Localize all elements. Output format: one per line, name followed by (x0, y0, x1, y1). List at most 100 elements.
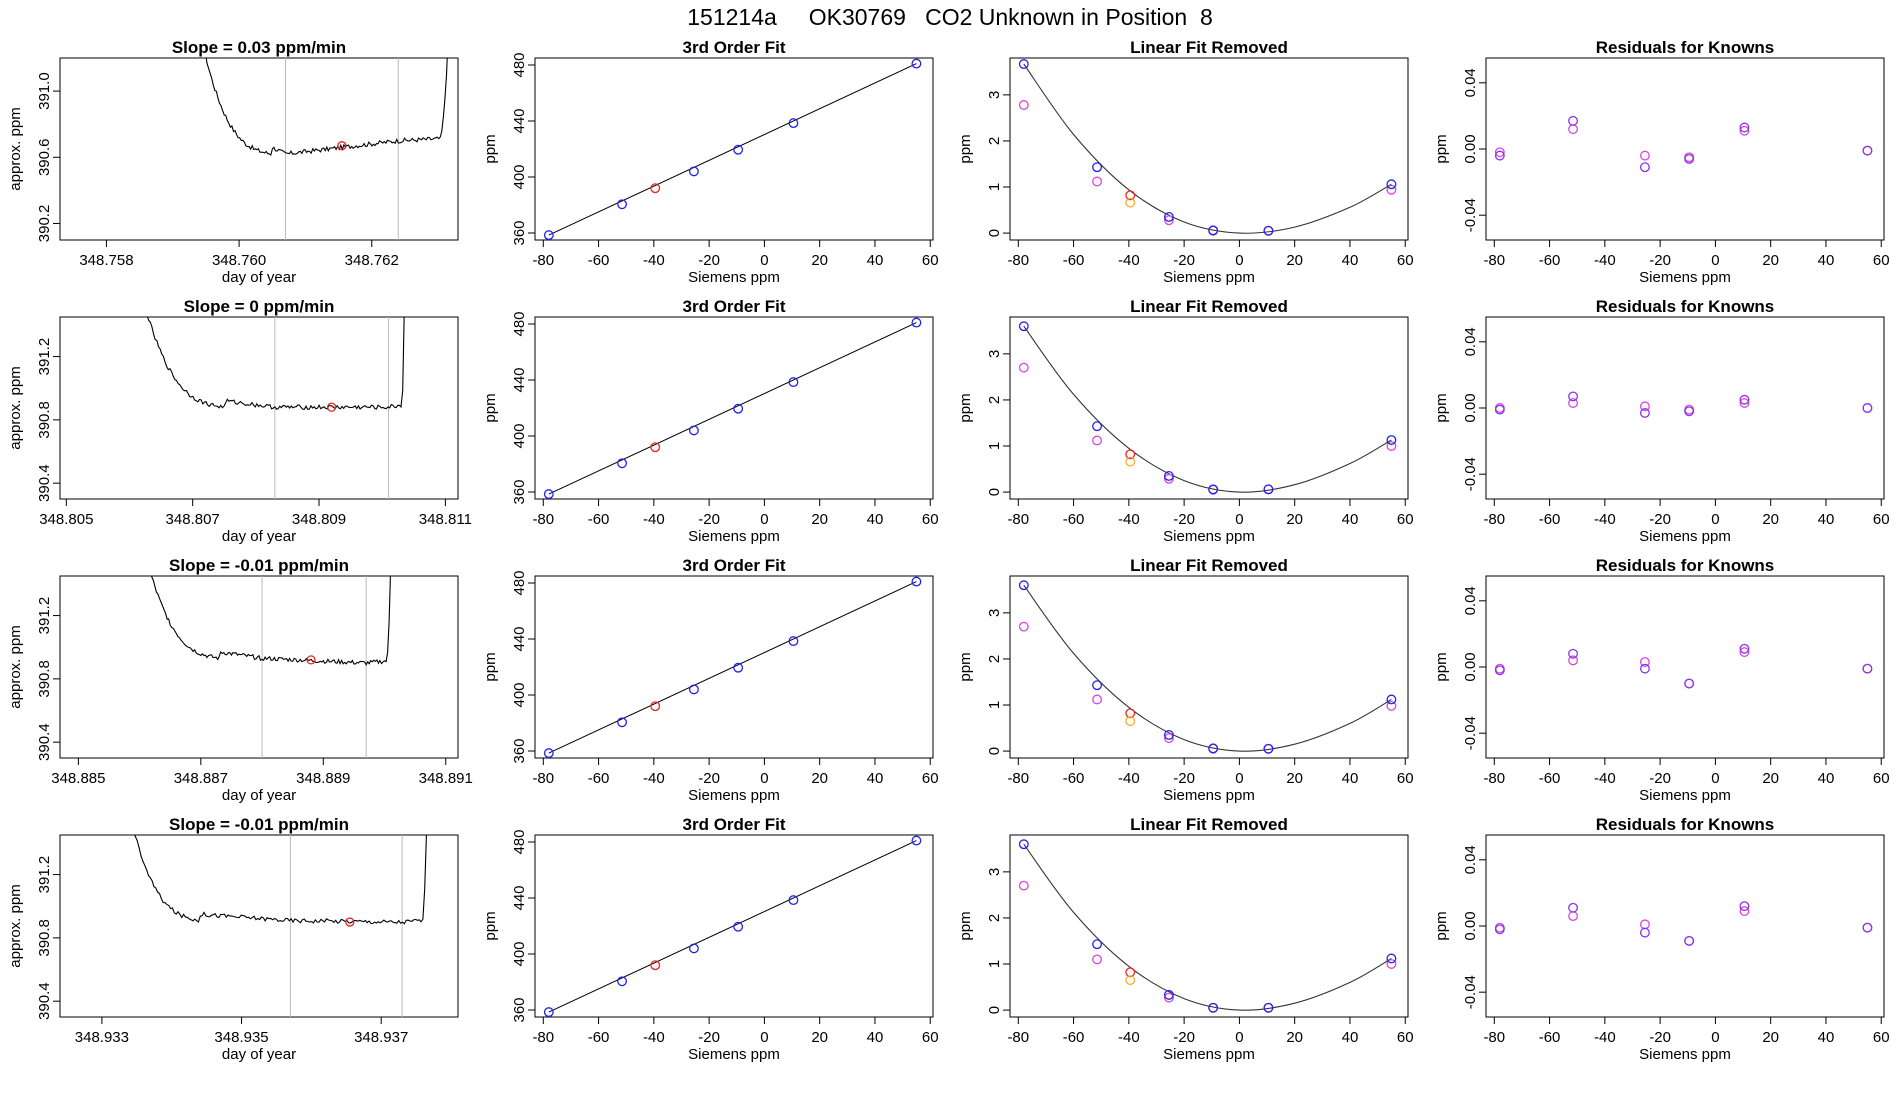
y-axis-label: ppm (957, 134, 974, 163)
known-point (1263, 225, 1274, 236)
x-axis-label: Siemens ppm (688, 528, 780, 545)
y-tick-label: 0.00 (1462, 652, 1479, 681)
standard-point (733, 662, 744, 673)
unknown-point (1125, 190, 1136, 201)
known-point (1494, 404, 1505, 415)
known-point (1208, 484, 1219, 495)
known-point (1208, 743, 1219, 754)
x-tick-label: 40 (1818, 1029, 1835, 1046)
known-point-alt (1739, 647, 1750, 658)
known-point-alt (1092, 694, 1103, 705)
x-tick-label: -40 (1118, 770, 1140, 787)
y-tick-label: 0.04 (1462, 586, 1479, 615)
x-tick-label: -20 (1649, 511, 1671, 528)
y-tick-label: -0.04 (1462, 198, 1479, 232)
x-tick-label: 40 (867, 1029, 884, 1046)
known-point (1684, 935, 1695, 946)
x-tick-label: -40 (1594, 511, 1616, 528)
known-point (1386, 694, 1397, 705)
known-point (1092, 680, 1103, 691)
y-axis-label: ppm (482, 393, 499, 422)
x-tick-label: 40 (867, 511, 884, 528)
r1-lin-panel: Linear Fit Removed -80 -60 -40 -20 0 20 40 60 0 1 2… (957, 38, 1414, 286)
x-tick-label: 20 (1762, 511, 1779, 528)
x-tick-label: 348.889 (296, 770, 350, 787)
standard-point (733, 403, 744, 414)
x-tick-label: -40 (643, 1029, 665, 1046)
plot-frame (1009, 834, 1409, 1018)
y-axis-label: ppm (482, 134, 499, 163)
x-tick-label: 0 (1711, 1029, 1719, 1046)
x-tick-label: 0 (1711, 511, 1719, 528)
x-tick-label: 348.933 (75, 1029, 129, 1046)
standard-point (617, 199, 628, 210)
y-tick-label: 1 (986, 960, 1003, 968)
standard-point (788, 895, 799, 906)
x-axis-label: Siemens ppm (1639, 1046, 1731, 1063)
x-tick-label: -60 (1539, 252, 1561, 269)
x-axis-label: day of year (222, 528, 296, 545)
panel-title: 3rd Order Fit (683, 38, 786, 57)
y-tick-label: 0.00 (1462, 134, 1479, 163)
y-tick-label: 360 (511, 220, 528, 245)
x-tick-label: 348.805 (39, 511, 93, 528)
unknown-point (1125, 967, 1136, 978)
y-axis-label: approx. ppm (7, 884, 24, 967)
y-tick-label: 0 (986, 229, 1003, 237)
x-tick-label: 0 (1235, 511, 1243, 528)
x-axis-label: day of year (222, 269, 296, 286)
standard-point (733, 144, 744, 155)
mean-marker (306, 655, 316, 665)
x-tick-label: 0 (760, 252, 768, 269)
known-point (1263, 1002, 1274, 1013)
unknown-point (1125, 708, 1136, 719)
known-point-alt (1386, 441, 1397, 451)
known-point (1018, 580, 1029, 591)
known-point (1386, 953, 1397, 964)
y-axis-label: approx. ppm (7, 625, 24, 708)
plot-frame (534, 57, 934, 241)
r2-fit-panel: 3rd Order Fit -80 -60 -40 -20 0 20 40 60 360 400 44… (482, 297, 939, 545)
x-tick-label: 20 (811, 1029, 828, 1046)
y-tick-label: 1 (986, 183, 1003, 191)
mean-marker (327, 402, 337, 412)
plot-data (1018, 59, 1397, 236)
standard-point (688, 425, 699, 436)
plot-frame (1009, 57, 1409, 241)
known-point (1739, 901, 1750, 912)
known-point (1639, 927, 1650, 938)
x-tick-label: 40 (1818, 252, 1835, 269)
panel-title: Linear Fit Removed (1130, 38, 1288, 57)
known-point-alt (1386, 700, 1397, 711)
known-point (1862, 922, 1873, 933)
fit-line (548, 840, 917, 1013)
y-tick-label: 1 (986, 701, 1003, 709)
x-tick-label: -80 (1007, 770, 1029, 787)
y-tick-label: 390.4 (36, 723, 53, 761)
x-tick-label: -20 (698, 252, 720, 269)
y-axis-label: approx. ppm (7, 107, 24, 190)
panel-title: 3rd Order Fit (683, 556, 786, 575)
x-tick-label: -60 (588, 1029, 610, 1046)
r4-fit-panel: 3rd Order Fit -80 -60 -40 -20 0 20 40 60 360 400 44… (482, 815, 939, 1063)
y-axis-label: ppm (482, 911, 499, 940)
panel-title: Slope = 0 ppm/min (184, 297, 335, 316)
x-tick-label: 0 (760, 770, 768, 787)
unknown-point (650, 183, 661, 194)
fit-line (548, 322, 917, 495)
y-tick-label: 400 (511, 682, 528, 707)
known-point (1568, 391, 1579, 402)
x-tick-label: 60 (922, 252, 939, 269)
quadratic-curve (1023, 63, 1392, 234)
known-point (1494, 924, 1505, 935)
known-point-alt (1568, 124, 1579, 135)
known-point-alt (1092, 954, 1103, 965)
x-axis-label: Siemens ppm (1639, 528, 1731, 545)
known-point-alt (1163, 992, 1174, 1003)
quadratic-curve (1023, 584, 1392, 752)
known-point-alt (1639, 919, 1650, 930)
known-point-alt (1163, 215, 1174, 226)
known-point (1092, 162, 1103, 173)
known-point-alt (1494, 147, 1505, 158)
